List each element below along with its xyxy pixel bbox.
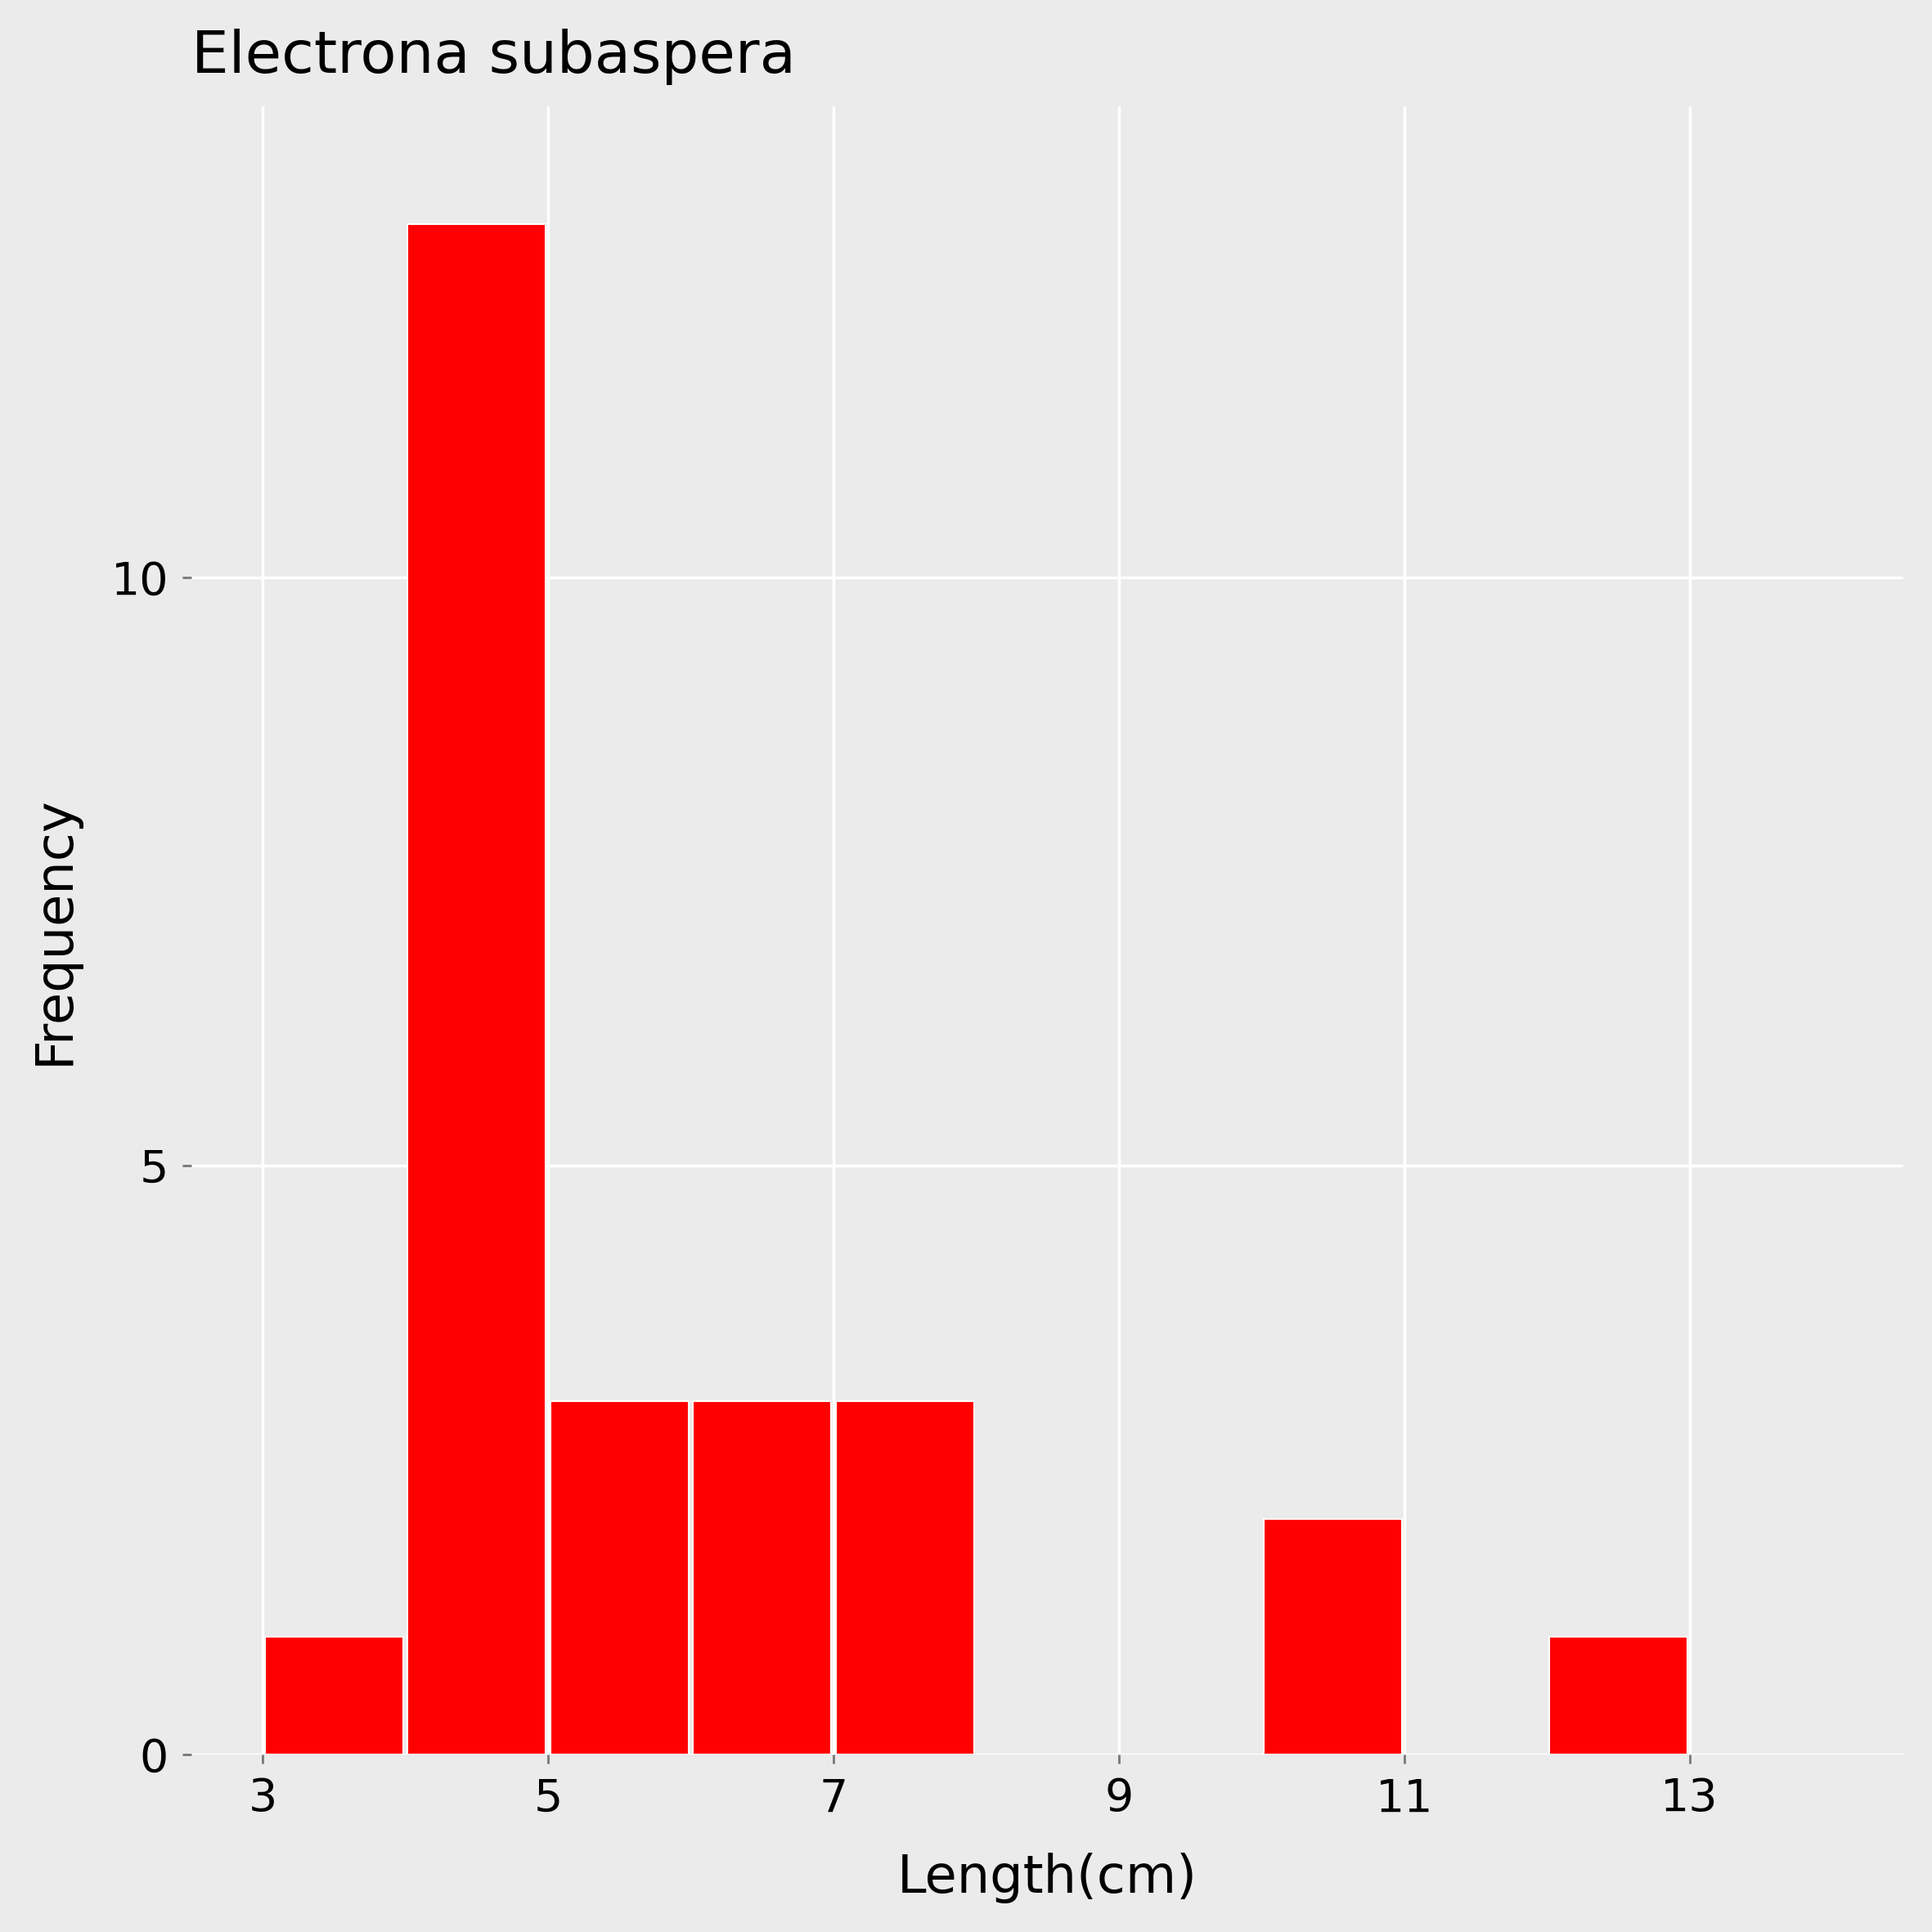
Bar [408,224,547,1754]
Bar [1549,1636,1687,1754]
Text: Electrona subaspera: Electrona subaspera [191,29,796,85]
Bar [1264,1519,1403,1754]
Bar [551,1401,688,1754]
Bar [265,1636,404,1754]
X-axis label: Length(cm): Length(cm) [896,1853,1198,1903]
Bar [694,1401,831,1754]
Bar [835,1401,974,1754]
Y-axis label: Frequency: Frequency [29,796,79,1065]
